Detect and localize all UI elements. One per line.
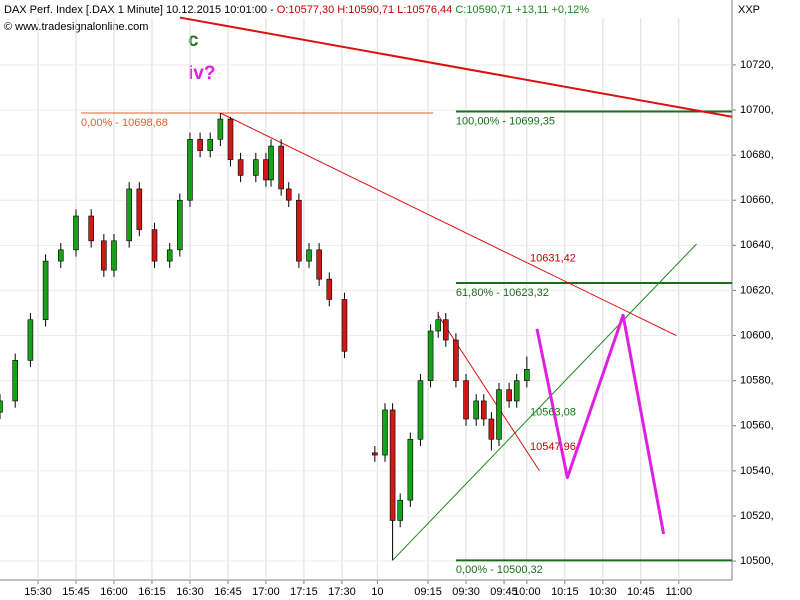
y-tick-label: 10640,	[740, 239, 774, 251]
x-tick-label: 17:30	[328, 586, 356, 598]
trendline	[179, 16, 733, 118]
y-tick-label: 10500,	[740, 555, 774, 567]
candle-body	[417, 380, 424, 440]
candle-body	[42, 260, 49, 321]
x-tick-label: 16:45	[214, 586, 242, 598]
wave-label: c	[188, 30, 199, 51]
x-tick-label: 17:15	[290, 586, 318, 598]
candle-body	[177, 199, 183, 251]
candle-body	[197, 139, 203, 151]
candle-body	[326, 278, 333, 300]
candle-body	[263, 159, 269, 181]
candle-body	[217, 118, 224, 140]
candle-body	[73, 215, 79, 251]
candle-body	[382, 409, 388, 456]
trendline	[220, 112, 677, 336]
fib-label: 100,00% - 10699,35	[456, 115, 555, 127]
x-tick-label: 16:00	[100, 586, 128, 598]
candle-body	[227, 118, 234, 160]
candle-body	[207, 139, 214, 151]
fib-label: 0,00% - 10698,68	[81, 117, 168, 129]
candle-body	[316, 249, 322, 280]
candle-body	[278, 145, 284, 190]
candle-body	[506, 389, 512, 402]
candle-body	[166, 249, 173, 262]
y-tick-label: 10600,	[740, 329, 774, 341]
candle-body	[463, 380, 469, 420]
candle-body	[285, 188, 292, 201]
candle-body	[57, 249, 64, 262]
trendline	[535, 313, 666, 535]
y-tick-label: 10620,	[740, 284, 774, 296]
candle-body	[126, 188, 132, 242]
header: DAX Perf. Index [.DAX 1 Minute] 10.12.20…	[4, 4, 589, 16]
candle-body	[496, 389, 502, 440]
candle-body	[524, 369, 530, 381]
candle-body	[136, 188, 143, 230]
y-tick-label: 10580,	[740, 375, 774, 387]
candle-body	[473, 400, 479, 420]
x-tick-label: 10:45	[627, 586, 655, 598]
y-tick-label: 10520,	[740, 510, 774, 522]
candle-body	[237, 159, 244, 176]
x-tick-label: 11:00	[665, 586, 692, 598]
candle-body	[407, 438, 414, 501]
candle-body	[397, 499, 403, 521]
x-tick-label: 09:45	[490, 586, 518, 598]
candle-body	[111, 240, 117, 271]
x-tick-label: 16:15	[138, 586, 166, 598]
candle-body	[253, 159, 259, 176]
candle-body	[88, 215, 94, 242]
axis-name: XXP	[738, 4, 760, 16]
candle-body	[372, 452, 378, 456]
x-tick-label: 16:30	[176, 586, 204, 598]
candle-body	[453, 339, 459, 381]
candle-body	[296, 199, 302, 262]
x-tick-label: 10	[371, 586, 383, 598]
candle-body	[151, 229, 158, 262]
y-tick-label: 10540,	[740, 465, 774, 477]
header-instrument: DAX Perf. Index [.DAX 1 Minute] 10.12.20…	[4, 4, 274, 16]
candle-body	[0, 400, 3, 413]
candle-body	[268, 145, 274, 181]
x-tick-label: 17:00	[252, 586, 280, 598]
y-tick-label: 10720,	[740, 59, 774, 71]
price-label: 10547,96	[530, 441, 576, 453]
x-tick-label: 10:30	[589, 586, 617, 598]
candle-body	[389, 409, 396, 521]
x-tick-label: 09:30	[452, 586, 480, 598]
x-tick-label: 09:15	[414, 586, 442, 598]
fib-label: 61,80% - 10623,32	[456, 287, 549, 299]
x-tick-label: 10:15	[551, 586, 579, 598]
candle-body	[27, 319, 34, 361]
x-tick-label: 15:30	[24, 586, 52, 598]
candle-body	[442, 319, 449, 341]
candle-body	[488, 418, 495, 440]
candle-body	[101, 240, 107, 271]
price-label: 10631,42	[530, 253, 576, 265]
price-label: 10563,08	[530, 407, 576, 419]
header-change: C:10590,71 +13,11 +0,12%	[455, 4, 589, 16]
header-ohl: O:10577,30 H:10590,71 L:10576,44	[277, 4, 453, 16]
x-tick-label: 15:45	[62, 586, 90, 598]
candle-body	[341, 299, 348, 352]
fib-label: 0,00% - 10500,32	[456, 564, 543, 576]
candle-body	[12, 360, 18, 402]
y-tick-label: 10700,	[740, 104, 774, 116]
candle-body	[435, 319, 441, 332]
candle-body	[306, 249, 312, 262]
y-tick-label: 10680,	[740, 149, 774, 161]
trendline	[392, 243, 697, 561]
candle-body	[480, 400, 487, 420]
x-tick-label: 10:00	[513, 586, 541, 598]
y-tick-label: 10660,	[740, 194, 774, 206]
candle-body	[427, 330, 434, 381]
candle-body	[513, 380, 520, 402]
y-tick-label: 10560,	[740, 420, 774, 432]
wave-label: iv?	[188, 63, 215, 84]
candle-body	[187, 139, 193, 201]
